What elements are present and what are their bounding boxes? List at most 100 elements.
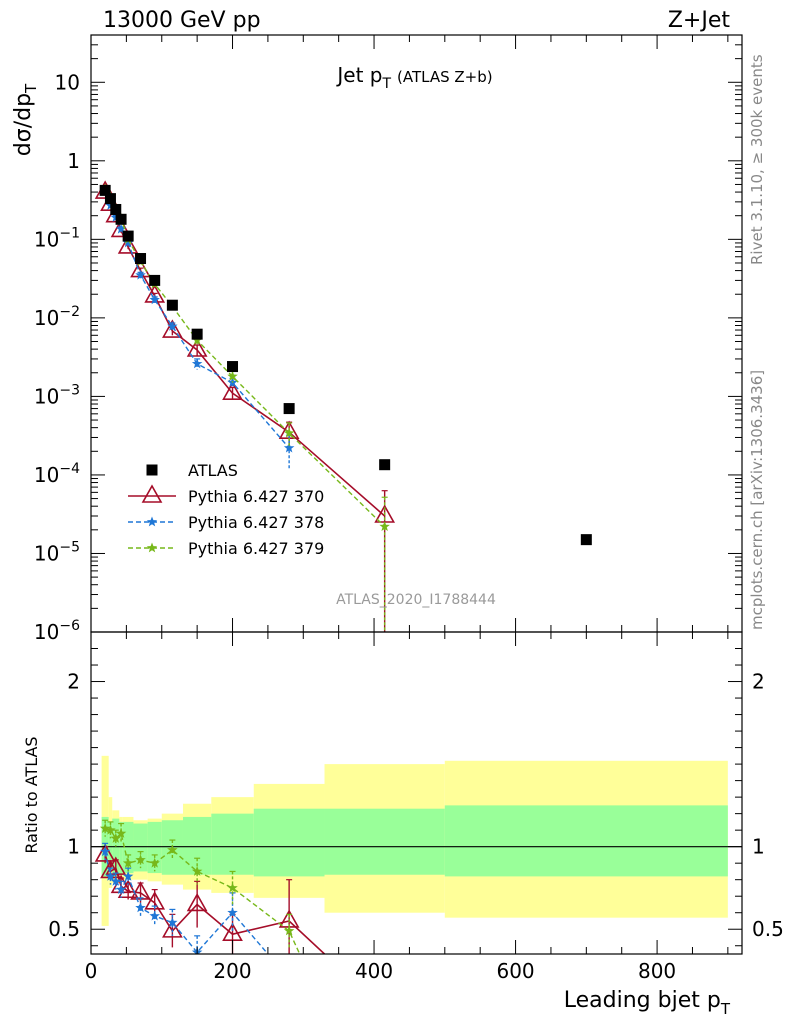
legend-marker-1 xyxy=(141,484,163,503)
main-point-0 xyxy=(110,203,122,215)
ratio-point-3 xyxy=(122,857,134,868)
header-right: Z+Jet xyxy=(668,8,731,33)
ratio-point-2 xyxy=(99,846,111,857)
legend-label-0: ATLAS xyxy=(188,461,238,480)
main-point-0 xyxy=(122,230,134,242)
x-axis-label: Leading bjet pT xyxy=(564,988,731,1018)
main-ytick-label: 10−6 xyxy=(34,618,80,644)
ratio-point-3 xyxy=(283,925,295,936)
ratio-point-2 xyxy=(149,910,160,921)
ratio-band-inner xyxy=(211,813,254,875)
ratio-point-2 xyxy=(115,884,127,894)
ratio-series-line-3 xyxy=(104,827,301,954)
main-plot: 10 1 10−1 10−2 10−3 10−4 10−5 10−6 Jet pT (ATLAS… xyxy=(11,34,743,644)
ratio-frame xyxy=(90,631,743,955)
header-left: 13000 GeV pp xyxy=(103,8,261,33)
main-point-0 xyxy=(191,328,203,340)
main-point-0 xyxy=(135,253,147,265)
main-point-0 xyxy=(166,299,178,311)
ratio-band-inner xyxy=(253,808,325,877)
ratio-point-2 xyxy=(105,870,116,881)
legend-label-2: Pythia 6.427 378 xyxy=(188,513,324,532)
ratio-point-1 xyxy=(94,843,116,862)
legend: ATLAS Pythia 6.427 370 Pythia 6.427 378 Pyt… xyxy=(128,461,324,558)
ratio-ytick-label: 0.5 xyxy=(48,917,80,941)
main-point-2 xyxy=(135,269,146,280)
ratio-point-3 xyxy=(167,844,178,855)
main-ytick-label: 10−2 xyxy=(34,304,80,330)
ratio-band-inner xyxy=(444,805,728,877)
ratio-point-3 xyxy=(227,882,238,893)
ratio-band-inner xyxy=(324,808,445,875)
main-series-line-2 xyxy=(104,190,290,449)
watermark: ATLAS_2020_I1788444 xyxy=(336,592,496,608)
ratio-band-inner xyxy=(112,818,120,877)
main-point-2 xyxy=(122,237,134,248)
mcplots-label: mcplots.cern.ch [arXiv:1306.3436] xyxy=(748,370,766,630)
rivet-label: Rivet 3.1.10, ≥ 300k events xyxy=(748,54,766,265)
main-point-2 xyxy=(149,294,160,305)
ratio-band-inner xyxy=(119,821,123,875)
legend-label-1: Pythia 6.427 370 xyxy=(188,487,324,506)
legend-marker-2 xyxy=(146,516,158,527)
ratio-point-2 xyxy=(167,917,178,928)
ratio-point-1 xyxy=(186,892,208,912)
main-series-line-3 xyxy=(104,188,386,528)
ratio-point-3 xyxy=(110,832,121,843)
main-point-2 xyxy=(283,442,295,453)
ratio-ytick-label: 2 xyxy=(67,670,80,694)
main-point-0 xyxy=(283,403,295,415)
ratio-point-2 xyxy=(122,870,134,881)
ratio-ytick-label-right: 1 xyxy=(752,835,765,859)
main-point-0 xyxy=(104,193,116,205)
ratio-ylabel: Ratio to ATLAS xyxy=(22,736,41,853)
main-point-0 xyxy=(379,459,391,471)
legend-marker-3 xyxy=(146,542,158,553)
ratio-band-inner xyxy=(122,821,134,874)
main-point-0 xyxy=(580,534,592,546)
x-tick-label: 200 xyxy=(213,959,251,983)
ratio-point-3 xyxy=(191,865,203,876)
main-point-0 xyxy=(227,361,239,373)
x-tick-label: 800 xyxy=(638,959,676,983)
main-point-1 xyxy=(117,235,139,254)
ratio-plot: 0.5 0.5 1 1 2 2 0 200 400 600 800 Ratio to ATLAS L… xyxy=(22,631,784,1018)
main-ylabel: dσ/dpT xyxy=(11,83,40,156)
main-point-1 xyxy=(186,338,208,357)
main-ytick-label: 10−4 xyxy=(34,461,80,487)
main-point-1 xyxy=(222,381,243,400)
main-point-1 xyxy=(110,218,132,238)
main-ytick-label: 10 xyxy=(55,70,80,94)
x-tick-label: 600 xyxy=(496,959,534,983)
main-ytick-label: 10−5 xyxy=(34,539,80,565)
main-point-0 xyxy=(149,274,161,286)
main-title-note: (ATLAS Z+b) xyxy=(397,68,493,86)
main-ytick-label: 1 xyxy=(67,149,80,173)
main-ytick-label: 10−3 xyxy=(34,382,80,408)
legend-marker-0 xyxy=(146,464,158,476)
main-point-0 xyxy=(99,184,111,196)
ratio-point-1 xyxy=(162,919,183,938)
ratio-ytick-label: 1 xyxy=(67,835,80,859)
main-point-3 xyxy=(227,370,238,381)
main-point-2 xyxy=(167,320,178,331)
ratio-point-3 xyxy=(105,824,116,835)
ratio-point-3 xyxy=(115,828,127,838)
main-point-0 xyxy=(115,213,127,225)
main-point-1 xyxy=(162,319,183,338)
main-point-2 xyxy=(115,223,127,234)
ratio-band-inner xyxy=(147,821,162,874)
ratio-point-2 xyxy=(110,875,121,886)
ratio-point-2 xyxy=(135,902,146,913)
main-ytick-label: 10−1 xyxy=(34,225,80,251)
x-tick-label: 400 xyxy=(355,959,393,983)
main-point-3 xyxy=(283,427,295,438)
legend-label-3: Pythia 6.427 379 xyxy=(188,539,324,558)
main-title: Jet pT (ATLAS Z+b) xyxy=(335,63,492,92)
main-point-2 xyxy=(191,358,203,369)
x-tick-label: 0 xyxy=(85,959,98,983)
ratio-point-2 xyxy=(227,907,238,918)
ratio-point-3 xyxy=(149,857,160,868)
ratio-ytick-label-right: 0.5 xyxy=(752,917,784,941)
